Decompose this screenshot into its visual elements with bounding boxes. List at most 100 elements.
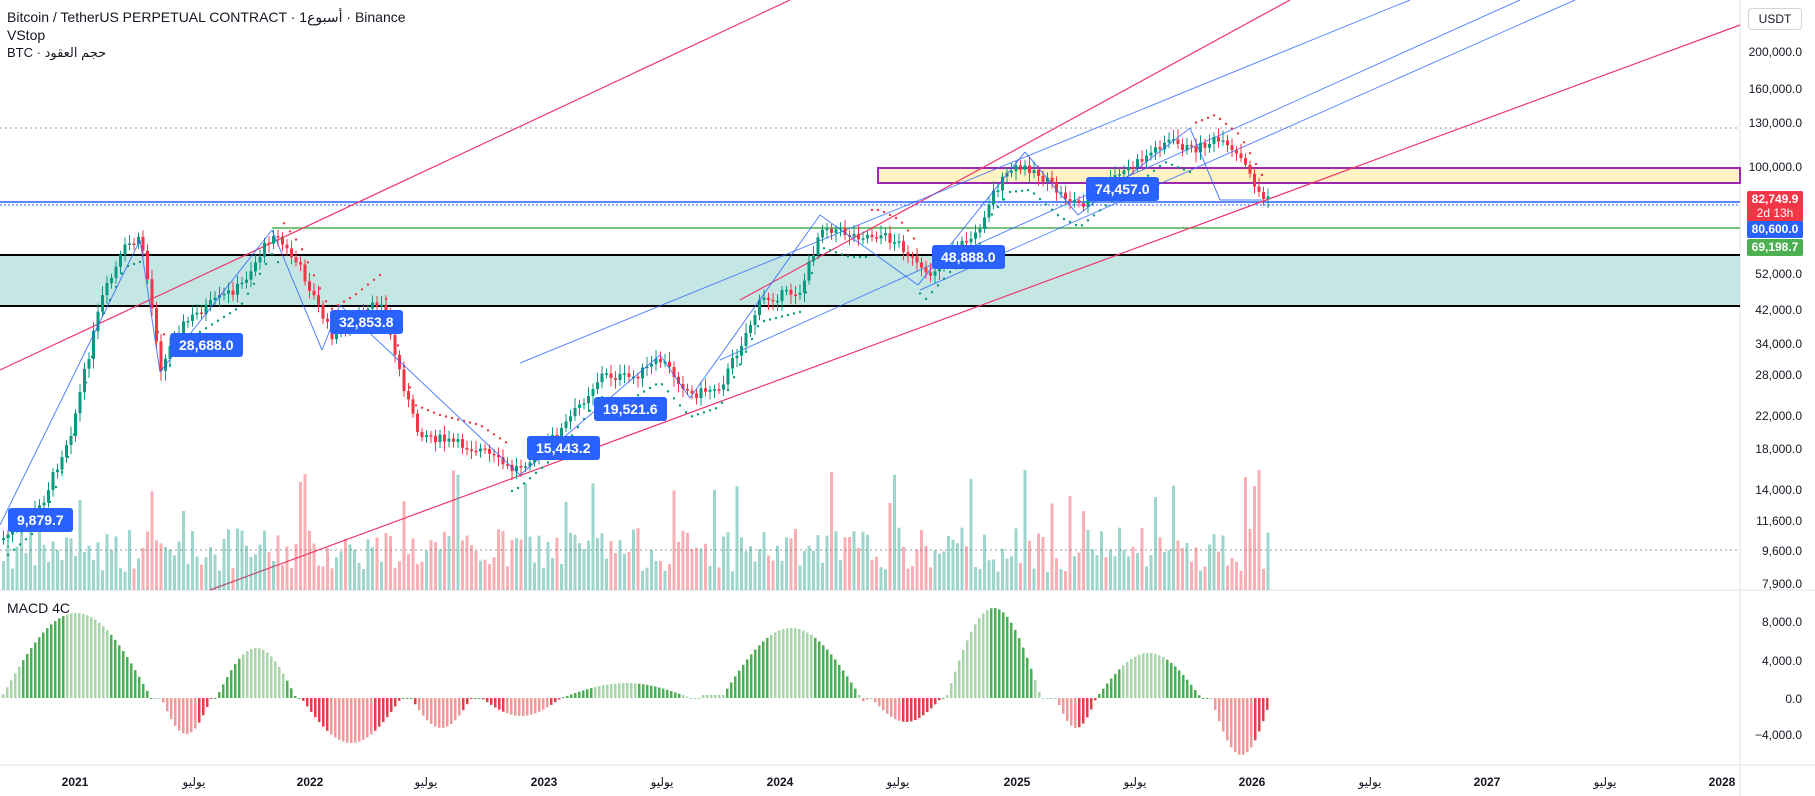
macd-bar: [1206, 698, 1209, 699]
volume-bar: [533, 562, 536, 590]
indicator-name-macd[interactable]: MACD 4C: [7, 600, 71, 616]
macd-bar: [318, 698, 321, 723]
candle-body: [708, 389, 712, 392]
candle-body: [1140, 159, 1144, 162]
zigzag-callout[interactable]: 28,688.0: [170, 333, 243, 357]
vstop-dot: [528, 477, 532, 480]
macd-bar: [338, 698, 341, 740]
vstop-dot: [798, 310, 802, 314]
macd-bar: [74, 613, 77, 698]
vstop-dot: [468, 421, 472, 424]
zigzag-callout[interactable]: 48,888.0: [932, 245, 1005, 269]
volume-bar: [236, 528, 239, 590]
volume-bar: [609, 540, 613, 590]
volume-bar: [740, 537, 743, 590]
candle-body: [1050, 177, 1054, 183]
volume-bar: [438, 549, 442, 590]
volume-bar: [339, 551, 343, 590]
volume-bar: [312, 543, 316, 590]
macd-bar: [242, 654, 245, 698]
candle-body: [722, 384, 725, 390]
macd-bar: [178, 698, 181, 731]
vstop-dot: [924, 297, 928, 301]
macd-bar: [162, 698, 165, 703]
candle-body: [74, 413, 77, 436]
macd-tick: 8,000.0: [1761, 615, 1802, 629]
candle-body: [1203, 142, 1207, 148]
zigzag-callout[interactable]: 32,853.8: [330, 310, 403, 334]
symbol-title[interactable]: Bitcoin / TetherUS PERPETUAL CONTRACT · …: [7, 9, 406, 25]
support-zone[interactable]: [0, 255, 1740, 306]
volume-bar: [1104, 557, 1108, 590]
macd-bar: [1010, 622, 1013, 698]
volume-bar: [1158, 537, 1162, 590]
candle-body: [60, 457, 64, 470]
volume-bar: [1140, 527, 1144, 590]
volume-bar: [681, 530, 685, 590]
zigzag-callout[interactable]: 15,443.2: [527, 436, 600, 460]
vstop-dot: [822, 247, 826, 250]
vstop-dot: [474, 422, 478, 426]
volume-bar: [623, 553, 626, 590]
currency-button[interactable]: USDT: [1748, 8, 1802, 30]
price-tick: 130,000.0: [1748, 116, 1802, 130]
volume-bar: [447, 536, 451, 590]
volume-bar: [956, 543, 959, 590]
candle-body: [263, 242, 266, 257]
macd-bar: [142, 683, 145, 698]
macd-bar: [1166, 659, 1169, 698]
macd-bar: [802, 630, 805, 698]
candle-body: [285, 244, 289, 249]
volume-bar: [857, 547, 860, 590]
vstop-dot: [936, 284, 940, 287]
volume-bar: [456, 474, 460, 590]
volume-bar: [429, 540, 433, 590]
vstop-dot: [1032, 192, 1036, 195]
indicator-name-vstop[interactable]: VStop: [7, 27, 46, 43]
volume-bar: [110, 550, 113, 590]
zigzag-callout[interactable]: 9,879.7: [8, 508, 73, 532]
vstop-dot: [444, 415, 448, 418]
blue-level-tag[interactable]: 80,600.0: [1747, 221, 1803, 238]
candle-body: [1167, 139, 1171, 143]
volume-bar: [182, 511, 185, 590]
macd-bar: [682, 695, 685, 698]
candle-body: [407, 391, 410, 400]
volume-bar: [443, 531, 446, 590]
vstop-dot: [1002, 198, 1006, 201]
vstop-dot: [876, 208, 880, 212]
indicator-name-volume[interactable]: BTC · حجم العقود: [7, 45, 107, 60]
macd-bar: [578, 691, 581, 698]
last-price-tag[interactable]: 82,749.9: [1747, 191, 1803, 208]
macd-bar: [1102, 688, 1105, 698]
vstop-dot: [1086, 219, 1090, 222]
zigzag-callout[interactable]: 19,521.6: [594, 397, 667, 421]
candle-body: [681, 383, 685, 389]
vstop-dot: [324, 300, 328, 303]
vstop-dot: [288, 230, 292, 233]
macd-bar: [202, 698, 205, 716]
macd-bar: [466, 698, 469, 705]
volume-bar: [434, 542, 437, 590]
zigzag-callout[interactable]: 74,457.0: [1086, 177, 1159, 201]
macd-bar: [710, 695, 713, 698]
candle-body: [249, 271, 253, 280]
volume-bar: [933, 550, 937, 590]
volume-bar: [303, 474, 307, 590]
vstop-dot: [1068, 220, 1072, 224]
macd-bar: [658, 687, 661, 698]
macd-bar: [410, 698, 413, 699]
macd-bar: [438, 698, 441, 728]
volume-bar: [573, 534, 577, 590]
macd-bar: [354, 698, 357, 743]
volume-bar: [902, 546, 905, 590]
macd-bar: [474, 698, 477, 699]
candle-body: [686, 388, 689, 391]
vstop-dot: [360, 288, 364, 291]
volume-bar: [798, 565, 802, 590]
candle-body: [753, 315, 757, 325]
green-level-tag[interactable]: 69,198.7: [1747, 239, 1803, 256]
candle-body: [1064, 192, 1067, 200]
